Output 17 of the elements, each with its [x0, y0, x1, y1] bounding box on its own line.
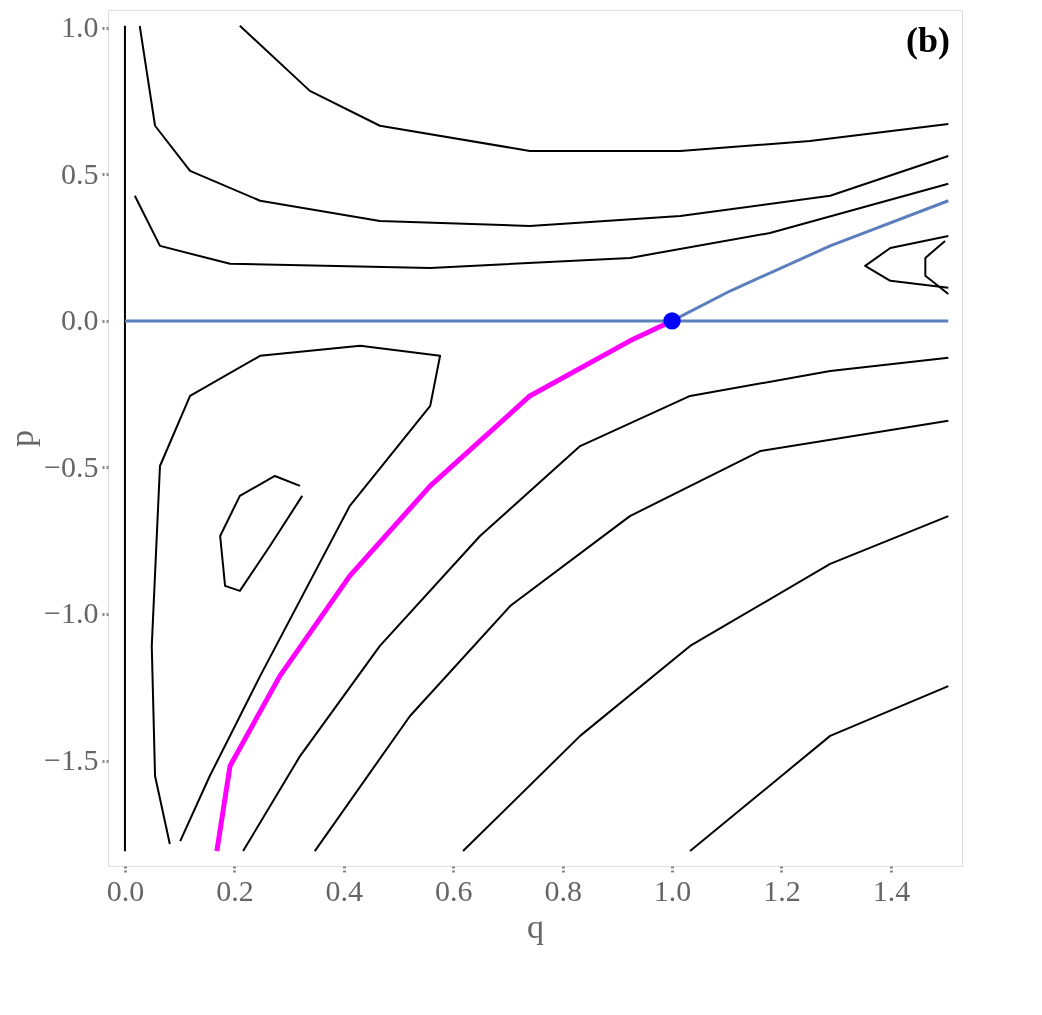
- y-tick-label: 0.5: [61, 156, 99, 190]
- x-tick-label: 1.4: [872, 873, 911, 907]
- x-tick-label: 0.4: [325, 873, 364, 907]
- y-tick-label: 0.0: [61, 303, 99, 337]
- x-tick-label: 0.0: [106, 873, 145, 907]
- annotation: (b): [906, 20, 950, 60]
- x-axis-title: q: [527, 907, 544, 945]
- y-tick-label: −1.5: [44, 743, 99, 776]
- x-tick-label: 1.2: [763, 873, 801, 907]
- x-tick-label: 0.8: [544, 873, 582, 907]
- y-axis-title: p: [3, 430, 41, 447]
- x-tick-label: 0.2: [216, 873, 254, 907]
- x-tick-label: 1.0: [653, 873, 692, 907]
- y-tick-label: −1.0: [44, 596, 99, 630]
- y-tick-label: −0.5: [44, 449, 99, 483]
- x-tick-label: 0.6: [434, 873, 473, 907]
- y-tick-label: 1.0: [61, 10, 99, 44]
